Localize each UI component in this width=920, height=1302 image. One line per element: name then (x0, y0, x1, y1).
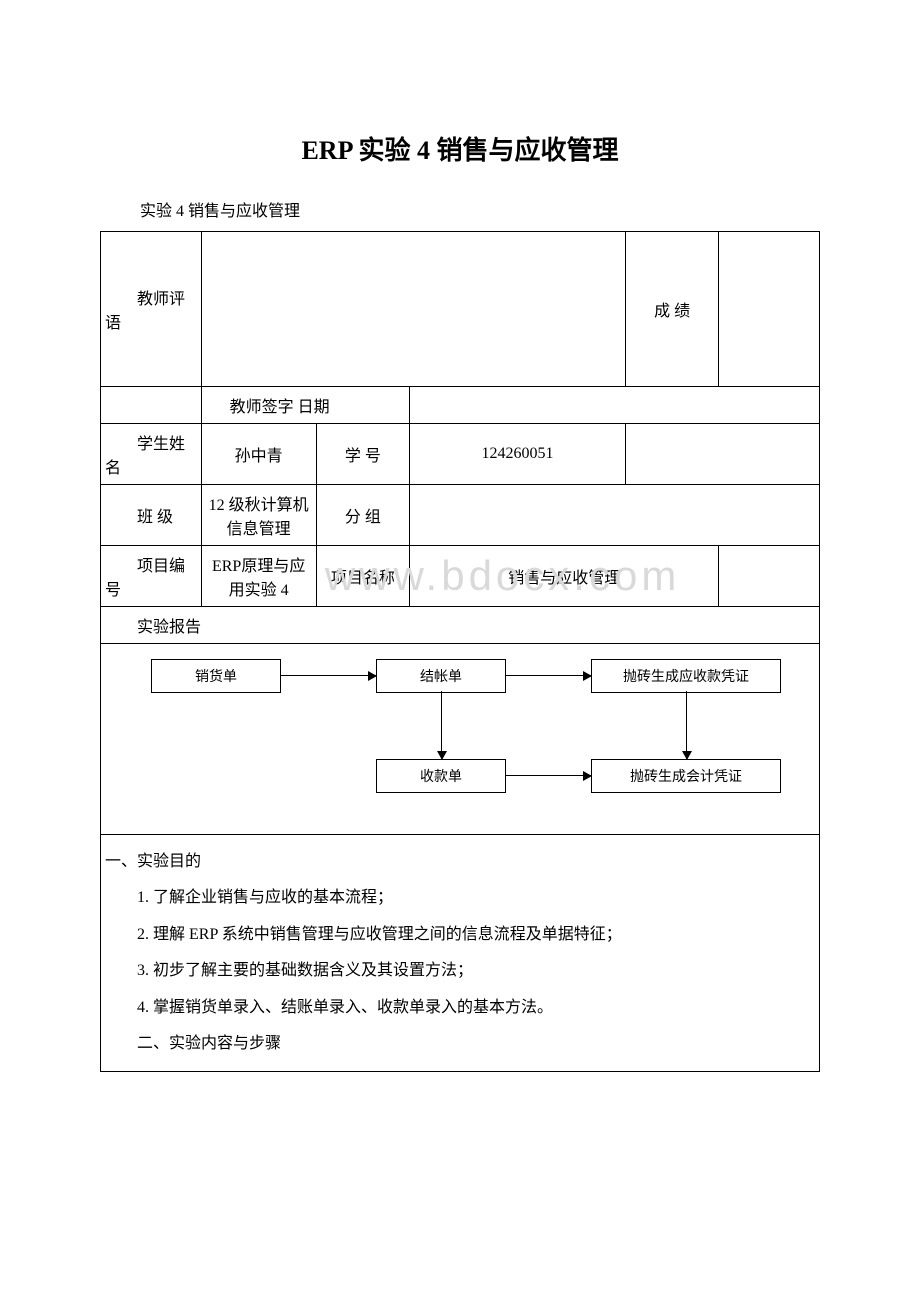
body-cell: 一、实验目的 1. 了解企业销售与应收的基本流程； 2. 理解 ERP 系统中销… (101, 835, 820, 1072)
project-row-pad (719, 546, 820, 607)
student-id-label: 学 号 (316, 424, 409, 485)
page-subtitle: 实验 4 销售与应收管理 (140, 197, 820, 221)
student-id: 124260051 (410, 424, 626, 485)
group-label: 分 组 (316, 485, 409, 546)
score-label: 成 绩 (625, 232, 718, 387)
teacher-comment-label: 教师评语 (101, 232, 202, 387)
flow-node: 结帐单 (376, 659, 506, 693)
page-title: ERP 实验 4 销售与应收管理 (100, 130, 820, 167)
student-name: 孙中青 (201, 424, 316, 485)
teacher-sign-label: 教师签字 日期 (201, 387, 410, 424)
group-value (410, 485, 820, 546)
flow-node: 收款单 (376, 759, 506, 793)
flow-arrow (686, 691, 687, 759)
section-1-heading: 一、实验目的 (105, 847, 815, 877)
flowchart: 销货单 结帐单 抛砖生成应收款凭证收款单 抛砖生成会计凭证 (101, 644, 819, 834)
score-cell (719, 232, 820, 387)
flow-arrow (506, 775, 591, 776)
class-value: 12 级秋计算机信息管理 (201, 485, 316, 546)
student-name-label: 学生姓名 (101, 424, 202, 485)
blank-cell (101, 387, 202, 424)
student-row-pad (625, 424, 819, 485)
teacher-sign-cell (410, 387, 820, 424)
section-2-heading: 二、实验内容与步骤 (105, 1029, 815, 1059)
project-name-label: 项目名称 (316, 546, 409, 607)
project-no: ERP原理与应用实验 4 (201, 546, 316, 607)
flow-arrow (441, 691, 442, 759)
flowchart-cell: 销货单 结帐单 抛砖生成应收款凭证收款单 抛砖生成会计凭证 (101, 644, 820, 835)
flow-arrow (506, 675, 591, 676)
project-name: 销售与应收管理 www.bdocx.com (410, 546, 719, 607)
report-table: 教师评语 成 绩 教师签字 日期 学生姓名 孙中青 学 号 124260051 … (100, 231, 820, 1072)
flow-node: 抛砖生成会计凭证 (591, 759, 781, 793)
project-no-label: 项目编号 (101, 546, 202, 607)
teacher-comment-cell (201, 232, 625, 387)
objective-2: 2. 理解 ERP 系统中销售管理与应收管理之间的信息流程及单据特征； (105, 920, 815, 950)
project-name-text: 销售与应收管理 (508, 570, 620, 587)
flow-node: 销货单 (151, 659, 281, 693)
objective-4: 4. 掌握销货单录入、结账单录入、收款单录入的基本方法。 (105, 993, 815, 1023)
project-no-text: ERP原理与应用实验 4 (212, 558, 305, 599)
class-label: 班 级 (101, 485, 202, 546)
objective-1: 1. 了解企业销售与应收的基本流程； (105, 883, 815, 913)
flow-node: 抛砖生成应收款凭证 (591, 659, 781, 693)
page: ERP 实验 4 销售与应收管理 实验 4 销售与应收管理 教师评语 成 绩 教… (0, 0, 920, 1132)
report-label: 实验报告 (101, 607, 820, 644)
objective-3: 3. 初步了解主要的基础数据含义及其设置方法； (105, 956, 815, 986)
flow-arrow (281, 675, 376, 676)
